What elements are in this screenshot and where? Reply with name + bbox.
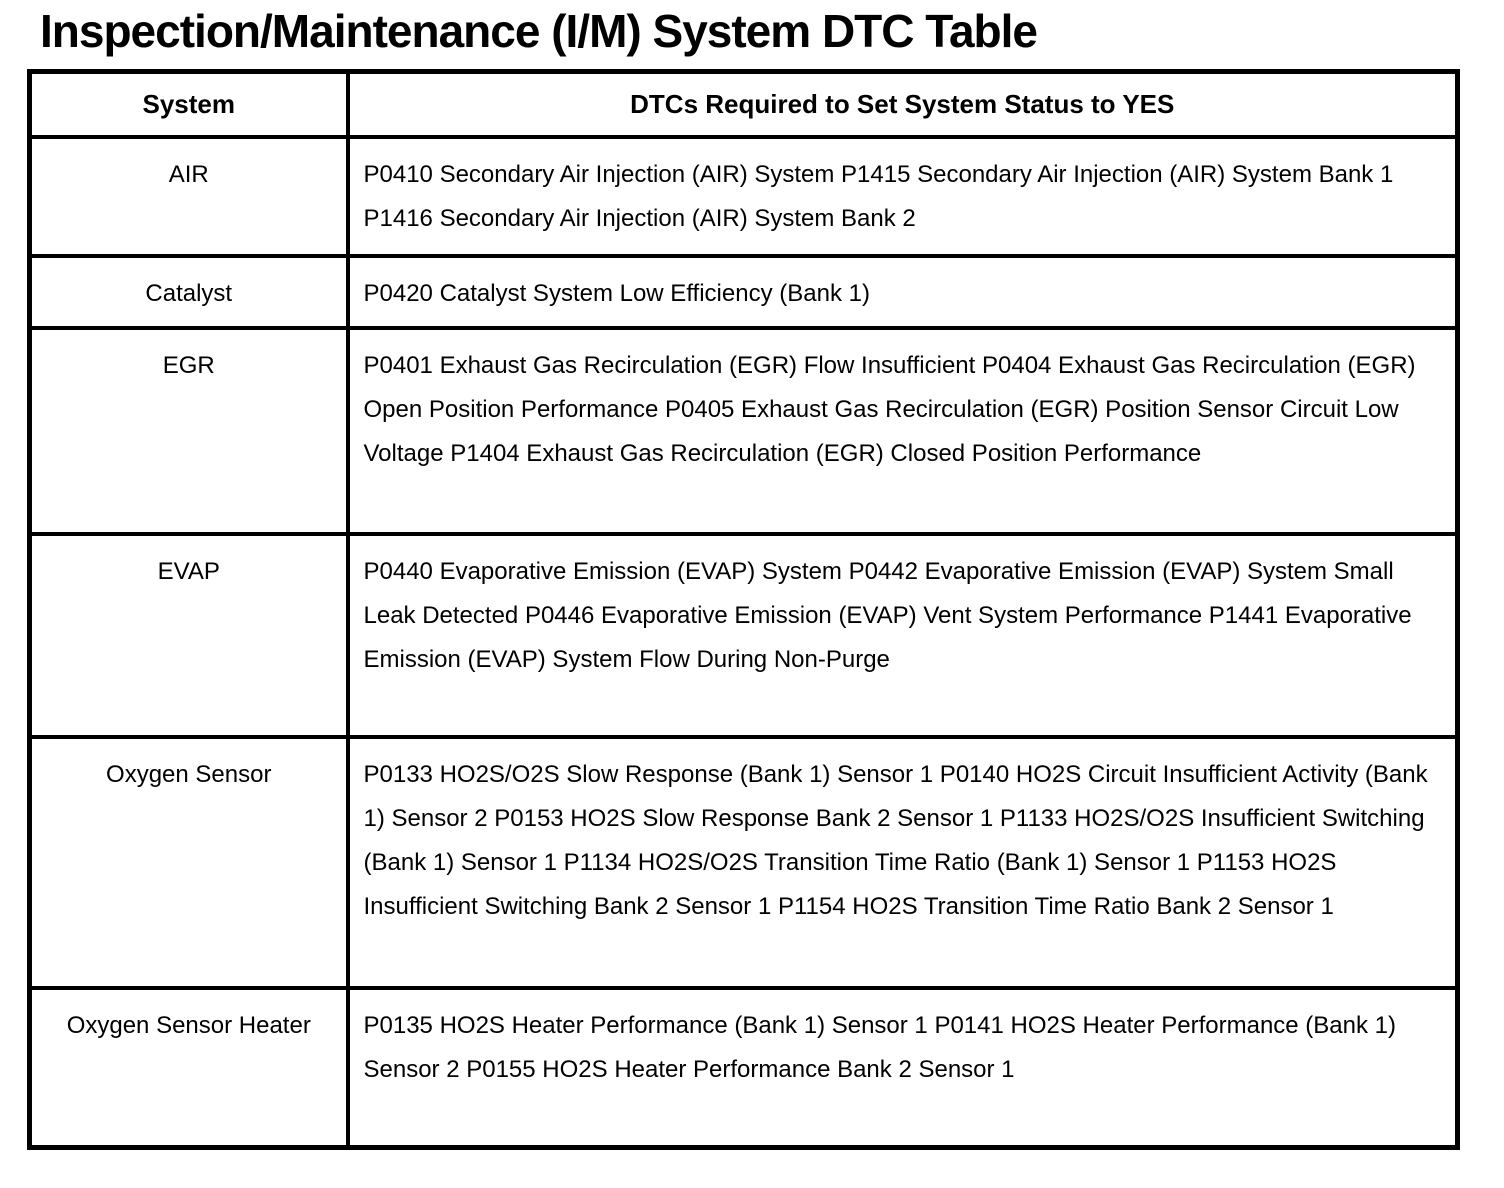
table-row-egr: EGR P0401 Exhaust Gas Recirculation (EGR…: [27, 326, 1460, 537]
column-header-dtcs: DTCs Required to Set System Status to YE…: [345, 69, 1460, 140]
dtc-table: System DTCs Required to Set System Statu…: [27, 68, 1460, 1150]
dtcs-cell: P0135 HO2S Heater Performance (Bank 1) S…: [345, 986, 1460, 1150]
dtcs-cell: P0420 Catalyst System Low Efficiency (Ba…: [345, 254, 1460, 331]
system-cell: AIR: [27, 135, 350, 259]
system-cell: Oxygen Sensor Heater: [27, 986, 350, 1150]
dtcs-cell: P0440 Evaporative Emission (EVAP) System…: [345, 532, 1460, 740]
column-header-system: System: [27, 69, 350, 140]
system-cell: EVAP: [27, 532, 350, 740]
dtcs-cell: P0401 Exhaust Gas Recirculation (EGR) Fl…: [345, 326, 1460, 537]
dtcs-cell: P0133 HO2S/O2S Slow Response (Bank 1) Se…: [345, 735, 1460, 991]
page-title: Inspection/Maintenance (I/M) System DTC …: [40, 5, 1038, 57]
system-cell: Catalyst: [27, 254, 350, 331]
system-cell: Oxygen Sensor: [27, 735, 350, 991]
system-cell: EGR: [27, 326, 350, 537]
table-row-oxygen-sensor-heater: Oxygen Sensor Heater P0135 HO2S Heater P…: [27, 986, 1460, 1150]
table-row-catalyst: Catalyst P0420 Catalyst System Low Effic…: [27, 254, 1460, 331]
table-header-row: System DTCs Required to Set System Statu…: [27, 69, 1460, 140]
dtcs-cell: P0410 Secondary Air Injection (AIR) Syst…: [345, 135, 1460, 259]
table-row-oxygen-sensor: Oxygen Sensor P0133 HO2S/O2S Slow Respon…: [27, 735, 1460, 991]
table-row-air: AIR P0410 Secondary Air Injection (AIR) …: [27, 135, 1460, 259]
table-row-evap: EVAP P0440 Evaporative Emission (EVAP) S…: [27, 532, 1460, 740]
